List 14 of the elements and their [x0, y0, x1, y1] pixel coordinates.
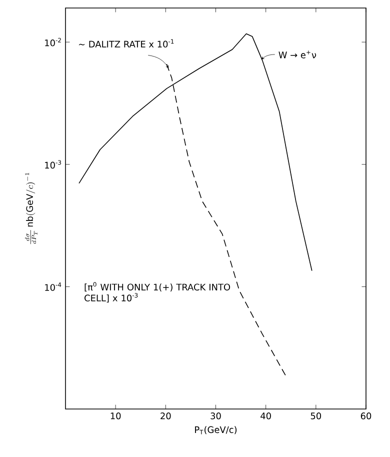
annotation: W → e$^{+}$ν	[278, 50, 316, 58]
annotation: ∼ DALITZ RATE x 10$^{-1}$	[78, 39, 174, 48]
x-tick-label: 60	[360, 412, 372, 420]
annotation: [π$^{0}$ WITH ONLY 1(+) TRACK INTO CELL] x 10$^{-3}$	[84, 282, 230, 302]
y-tick-label: 10$^{-3}$	[45, 160, 62, 169]
y-axis-title: $\frac{d\sigma}{dP_T}\,\mathrm{nb}(\mathrm{GeV}/c)^{-1}$	[25, 172, 38, 244]
x-tick-label: 20	[160, 412, 171, 420]
y-tick-label: 10$^{-2}$	[45, 38, 61, 46]
x-tick-label: 10	[110, 412, 121, 420]
x-tick-label: 30	[210, 412, 221, 420]
x-axis-title: P$_{T}$(GeV/c)	[195, 426, 237, 434]
x-tick-label: 40	[260, 412, 271, 420]
x-tick-label: 50	[310, 412, 322, 420]
y-tick-label: 10$^{-4}$	[45, 282, 62, 291]
